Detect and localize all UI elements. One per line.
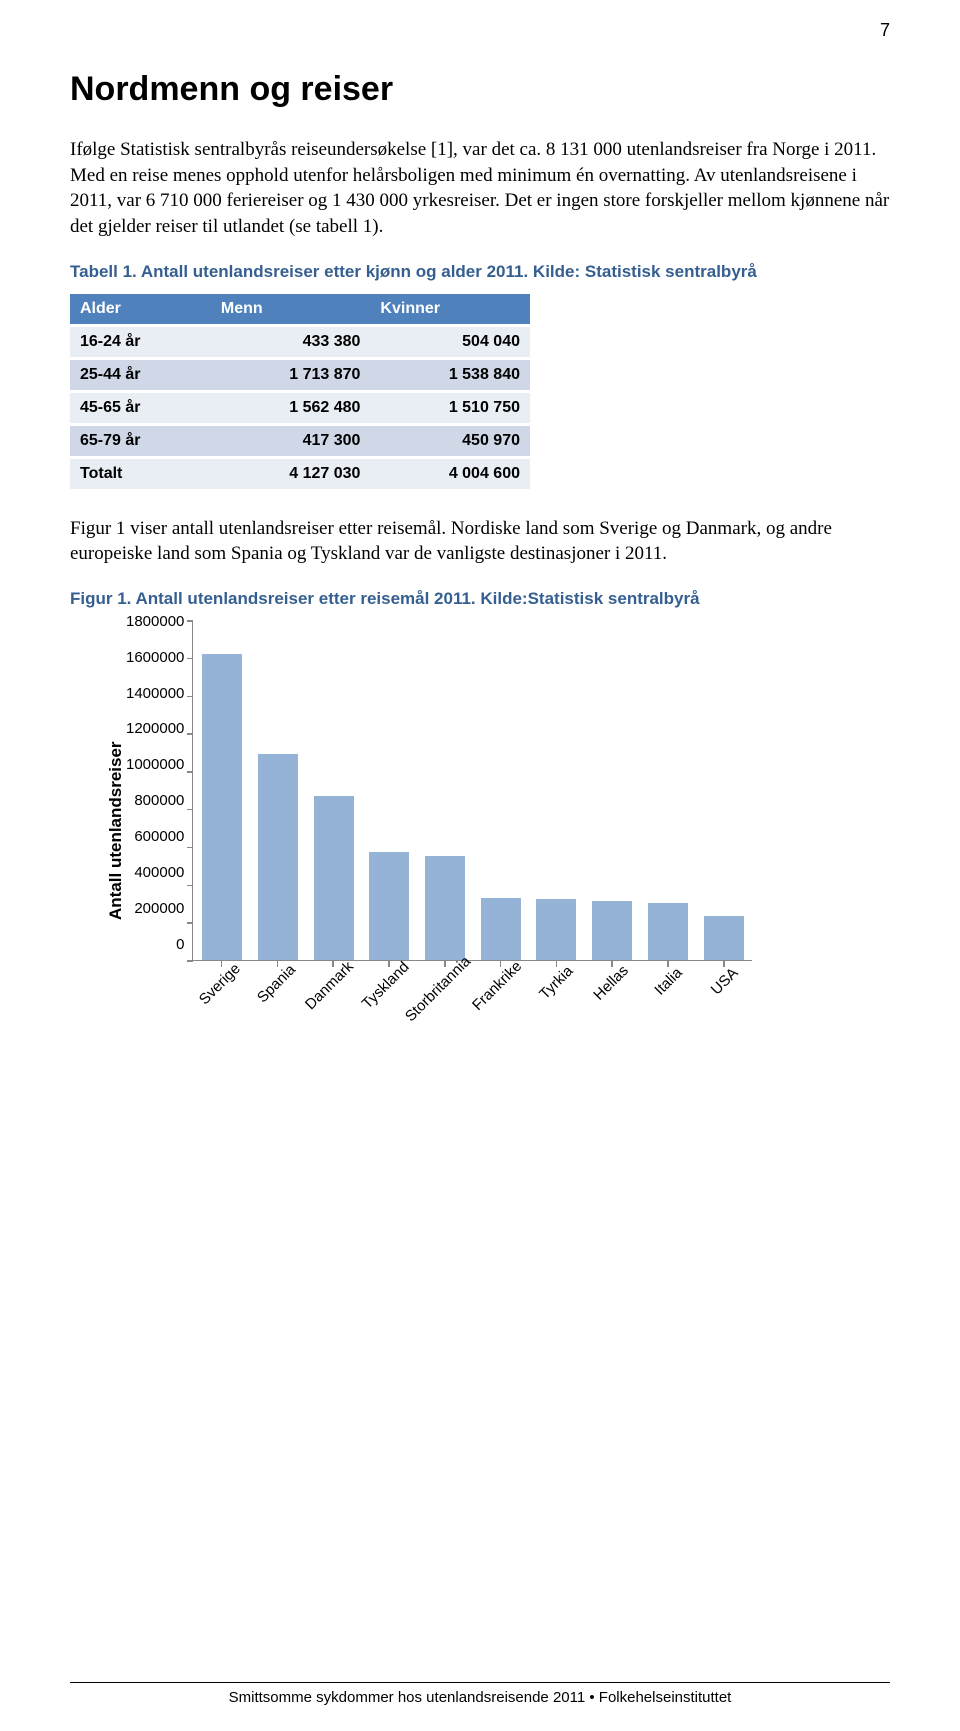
- x-tick-label: USA: [708, 964, 742, 998]
- table-header-cell: Menn: [211, 294, 371, 326]
- table-cell: 4 004 600: [370, 457, 530, 490]
- table-cell: 1 713 870: [211, 358, 371, 391]
- table-cell: 433 380: [211, 325, 371, 358]
- table-row: 25-44 år1 713 8701 538 840: [70, 358, 530, 391]
- document-page: 7 Nordmenn og reiser Ifølge Statistisk s…: [0, 0, 960, 1731]
- bar-chart: Antall utenlandsreiser 18000001600000140…: [100, 621, 890, 1041]
- bar-slot: [703, 621, 745, 960]
- bar-slot: [424, 621, 466, 960]
- table-row: Totalt4 127 0304 004 600: [70, 457, 530, 490]
- figure-caption: Figur 1. Antall utenlandsreiser etter re…: [70, 589, 890, 609]
- plot-area: [192, 621, 752, 961]
- x-tick-label: Spania: [254, 961, 299, 1006]
- table-cell: 1 510 750: [370, 391, 530, 424]
- x-tick-label: Storbritannia: [402, 953, 474, 1025]
- bar: [202, 654, 242, 960]
- y-tick-label: 400000: [134, 864, 184, 881]
- y-tick-label: 600000: [134, 828, 184, 845]
- section-title: Nordmenn og reiser: [70, 70, 890, 109]
- page-number: 7: [880, 20, 890, 41]
- y-tick-label: 200000: [134, 900, 184, 917]
- table-cell: 16-24 år: [70, 325, 211, 358]
- table-cell: 1 562 480: [211, 391, 371, 424]
- table-cell: 65-79 år: [70, 424, 211, 457]
- bar: [648, 903, 688, 960]
- bar-slot: [313, 621, 355, 960]
- bar: [258, 754, 298, 960]
- y-tick-label: 0: [176, 936, 184, 953]
- bar-slot: [201, 621, 243, 960]
- table-cell: 450 970: [370, 424, 530, 457]
- y-tick-label: 1600000: [126, 649, 184, 666]
- table-header-row: Alder Menn Kvinner: [70, 294, 530, 326]
- table-cell: 504 040: [370, 325, 530, 358]
- table-header-cell: Alder: [70, 294, 211, 326]
- table-cell: 25-44 år: [70, 358, 211, 391]
- y-axis-label: Antall utenlandsreiser: [100, 671, 126, 991]
- paragraph-figure: Figur 1 viser antall utenlandsreiser ett…: [70, 516, 890, 567]
- page-footer: Smittsomme sykdommer hos utenlandsreisen…: [70, 1682, 890, 1706]
- bar-slot: [257, 621, 299, 960]
- x-tick-label: Frankrike: [469, 958, 525, 1014]
- bar: [369, 852, 409, 960]
- table-row: 65-79 år417 300450 970: [70, 424, 530, 457]
- bar-slot: [369, 621, 411, 960]
- data-table: Alder Menn Kvinner 16-24 år433 380504 04…: [70, 294, 530, 492]
- table-cell: 1 538 840: [370, 358, 530, 391]
- y-tick-label: 1000000: [126, 756, 184, 773]
- y-tick-label: 800000: [134, 792, 184, 809]
- x-axis-labels: SverigeSpaniaDanmarkTysklandStorbritanni…: [192, 961, 752, 1041]
- bar-slot: [536, 621, 578, 960]
- table-caption: Tabell 1. Antall utenlandsreiser etter k…: [70, 262, 890, 282]
- table-cell: 417 300: [211, 424, 371, 457]
- x-tick-label: Tyskland: [359, 958, 413, 1012]
- bar-slot: [647, 621, 689, 960]
- bar: [536, 899, 576, 959]
- x-tick-label: Tyrkia: [536, 962, 576, 1002]
- x-tick-label: Danmark: [302, 958, 357, 1013]
- x-tick-label: Sverige: [196, 960, 244, 1008]
- bar-slot: [480, 621, 522, 960]
- table-header-cell: Kvinner: [370, 294, 530, 326]
- y-tick-label: 1200000: [126, 720, 184, 737]
- y-tick-label: 1400000: [126, 685, 184, 702]
- bar: [704, 916, 744, 959]
- table-cell: 45-65 år: [70, 391, 211, 424]
- table-cell: Totalt: [70, 457, 211, 490]
- table-row: 16-24 år433 380504 040: [70, 325, 530, 358]
- x-tick-label: Italia: [652, 964, 686, 998]
- y-tick-label: 1800000: [126, 613, 184, 630]
- bar: [592, 901, 632, 960]
- bar: [425, 856, 465, 960]
- x-tick-label: Hellas: [591, 962, 632, 1003]
- bar-slot: [591, 621, 633, 960]
- y-axis-ticks: 1800000 1600000 1400000 1200000 1000000 80000…: [126, 613, 192, 953]
- table-cell: 4 127 030: [211, 457, 371, 490]
- bar: [314, 796, 354, 960]
- bar: [481, 898, 521, 960]
- paragraph-intro: Ifølge Statistisk sentralbyrås reiseunde…: [70, 137, 890, 240]
- table-row: 45-65 år1 562 4801 510 750: [70, 391, 530, 424]
